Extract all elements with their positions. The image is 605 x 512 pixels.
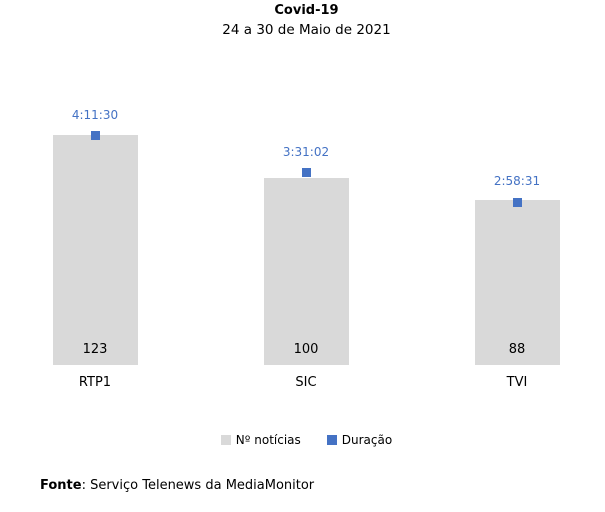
category-label-sic: SIC xyxy=(295,375,317,390)
duration-marker xyxy=(512,197,522,207)
bar-value-label: 88 xyxy=(508,342,526,357)
duration-label: 3:31:02 xyxy=(282,144,330,159)
legend-label-noticias: Nº notícias xyxy=(235,433,301,447)
source-note: Fonte: Serviço Telenews da MediaMonitor xyxy=(40,478,314,493)
duration-marker xyxy=(301,168,311,178)
bar-sic xyxy=(263,178,349,365)
chart-title: Covid-19 xyxy=(274,3,339,18)
category-label-tvi: TVI xyxy=(506,375,528,390)
category-label-rtp1: RTP1 xyxy=(78,375,112,390)
duration-label: 2:58:31 xyxy=(493,174,541,189)
chart-subtitle: 24 a 30 de Maio de 2021 xyxy=(222,22,391,38)
source-text: : Serviço Telenews da MediaMonitor xyxy=(81,478,315,493)
legend-item-duracao: Duração xyxy=(326,433,393,447)
legend-swatch-duracao xyxy=(326,435,337,445)
legend: Nº notícias Duração xyxy=(4,433,605,447)
source-label: Fonte xyxy=(40,478,82,493)
duration-label: 4:11:30 xyxy=(71,107,119,122)
legend-item-noticias: Nº notícias xyxy=(220,433,301,447)
bar-value-label: 100 xyxy=(293,342,319,357)
bar-rtp1 xyxy=(52,134,138,365)
legend-label-duracao: Duração xyxy=(341,433,393,447)
duration-marker xyxy=(90,131,100,141)
bar-value-label: 123 xyxy=(82,342,108,357)
bar-tvi xyxy=(474,200,560,365)
legend-swatch-noticias xyxy=(220,435,231,445)
